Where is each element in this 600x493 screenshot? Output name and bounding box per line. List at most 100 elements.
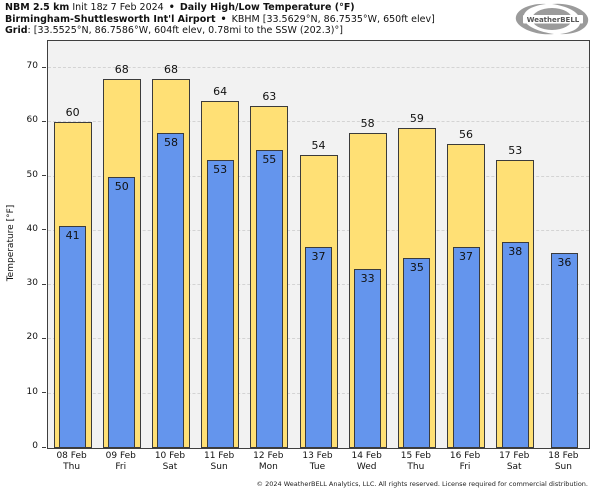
low-temp-value: 36 [557, 255, 572, 269]
x-tick-label: 12 Feb Mon [244, 451, 293, 472]
x-tick-day: Thu [407, 461, 425, 472]
y-tick-label: 20 [26, 332, 38, 343]
x-tick-date: 16 Feb [449, 451, 481, 461]
low-temp-bar [550, 252, 578, 448]
high-temp-value: 54 [311, 138, 326, 152]
high-temp-value: 59 [409, 111, 424, 125]
low-temp-bar [206, 160, 234, 448]
header-line-3: Grid: [33.5525°N, 86.7586°W, 604ft elev,… [5, 25, 435, 37]
x-tick-day: Thu [63, 461, 81, 472]
header-line-2: Birmingham-Shuttlesworth Int'l Airport •… [5, 14, 435, 26]
logo-brand-text: WeatherBELL [527, 16, 580, 24]
x-tick-date: 18 Feb [548, 451, 579, 461]
y-tick-mark [42, 446, 46, 448]
y-tick-label: 0 [32, 441, 38, 451]
high-temp-value: 56 [459, 128, 474, 142]
station-name: Birmingham-Shuttlesworth Int'l Airport [5, 13, 216, 25]
x-tick-label: 14 Feb Wed [342, 451, 391, 472]
y-tick-mark [42, 283, 46, 285]
weatherbell-logo: WeatherBELL [510, 2, 594, 36]
low-temp-bar [59, 225, 87, 448]
y-tick-mark [42, 337, 46, 339]
low-temp-value: 33 [360, 271, 375, 285]
low-temp-value: 50 [114, 179, 129, 193]
low-temp-value: 35 [409, 261, 424, 275]
x-tick-day: Fri [115, 461, 127, 472]
gridline [48, 67, 589, 69]
high-temp-value: 60 [65, 106, 80, 120]
product-title: Daily High/Low Temperature (°F) [179, 2, 355, 13]
y-tick-label: 10 [26, 386, 38, 397]
grid-label: Grid [5, 25, 28, 36]
x-tick-date: 14 Feb [351, 451, 382, 461]
low-temp-bar [157, 133, 185, 448]
x-tick-date: 17 Feb [499, 451, 530, 461]
x-tick-day: Fri [459, 461, 471, 472]
y-tick-label: 70 [26, 61, 38, 72]
grid-info: : [33.5525°N, 86.7586°W, 604ft elev, 0.7… [27, 25, 343, 36]
x-tick-date: 12 Feb [253, 451, 284, 461]
low-temp-bar [452, 247, 480, 448]
x-tick-label: 11 Feb Sun [195, 451, 244, 472]
high-temp-value: 63 [262, 90, 277, 104]
high-temp-value: 53 [508, 144, 523, 158]
y-tick-mark [42, 120, 46, 122]
low-temp-value: 37 [311, 250, 326, 264]
x-tick-day: Tue [309, 461, 326, 472]
high-temp-value: 68 [163, 63, 178, 76]
x-tick-day: Sat [162, 461, 178, 472]
low-temp-value: 38 [508, 244, 523, 258]
low-temp-bar [403, 258, 431, 448]
x-tick-date: 15 Feb [400, 451, 431, 461]
low-temp-value: 41 [65, 228, 80, 242]
low-temp-bar [108, 176, 136, 448]
high-temp-value: 64 [213, 84, 228, 98]
y-axis: 0 10 20 30 40 50 60 70 [0, 40, 47, 451]
separator-dot: • [220, 13, 227, 25]
x-tick-date: 11 Feb [203, 451, 235, 461]
chart-header: NBM 2.5 km Init 18z 7 Feb 2024 • Daily H… [5, 2, 435, 37]
x-tick-label: 18 Feb Sun [539, 451, 588, 472]
model-init-time: Init 18z 7 Feb 2024 [72, 2, 164, 13]
hurricane-swirl-icon: WeatherBELL [515, 3, 589, 35]
x-tick-label: 13 Feb Tue [293, 451, 342, 472]
low-temp-value: 53 [213, 163, 228, 177]
y-tick-mark [42, 392, 46, 394]
x-tick-day: Sun [554, 461, 572, 472]
x-tick-label: 10 Feb Sat [145, 451, 194, 472]
y-tick-label: 50 [26, 169, 38, 180]
x-tick-label: 08 Feb Thu [47, 451, 96, 472]
low-temp-value: 55 [262, 152, 277, 166]
x-tick-day: Mon [258, 461, 278, 472]
x-axis-labels: 08 Feb Thu 09 Feb Fri 10 Feb Sat 11 Feb Sun 12 F… [47, 451, 588, 477]
y-tick-mark [42, 66, 46, 68]
plot-area: 60 41 68 50 68 58 64 53 63 55 54 37 58 33 59 35 56 37 53 38… [47, 40, 590, 449]
copyright-notice: © 2024 WeatherBELL Analytics, LLC. All r… [256, 480, 588, 488]
low-temp-value: 37 [459, 250, 474, 264]
x-tick-date: 09 Feb [105, 451, 136, 461]
y-tick-label: 40 [26, 223, 38, 234]
station-meta: KBHM [33.5629°N, 86.7535°W, 650ft elev] [231, 13, 435, 25]
y-tick-label: 60 [26, 115, 38, 126]
x-tick-label: 09 Feb Fri [96, 451, 145, 472]
model-name: NBM 2.5 km [5, 2, 70, 13]
high-temp-value: 58 [360, 117, 375, 131]
x-tick-date: 08 Feb [56, 451, 87, 461]
low-temp-bar [501, 241, 529, 448]
x-tick-day: Wed [356, 461, 377, 472]
x-tick-date: 10 Feb [154, 451, 186, 461]
separator-dot: • [168, 2, 175, 13]
x-tick-label: 17 Feb Sat [490, 451, 539, 472]
y-tick-mark [42, 175, 46, 177]
x-tick-date: 13 Feb [302, 451, 333, 461]
y-tick-mark [42, 229, 46, 231]
low-temp-bar [354, 268, 382, 448]
low-temp-bar [255, 149, 283, 448]
x-tick-label: 16 Feb Fri [440, 451, 489, 472]
x-tick-day: Sat [506, 461, 522, 472]
x-tick-label: 15 Feb Thu [391, 451, 440, 472]
low-temp-value: 58 [163, 136, 178, 150]
high-temp-value: 68 [114, 63, 129, 76]
header-line-1: NBM 2.5 km Init 18z 7 Feb 2024 • Daily H… [5, 2, 435, 14]
